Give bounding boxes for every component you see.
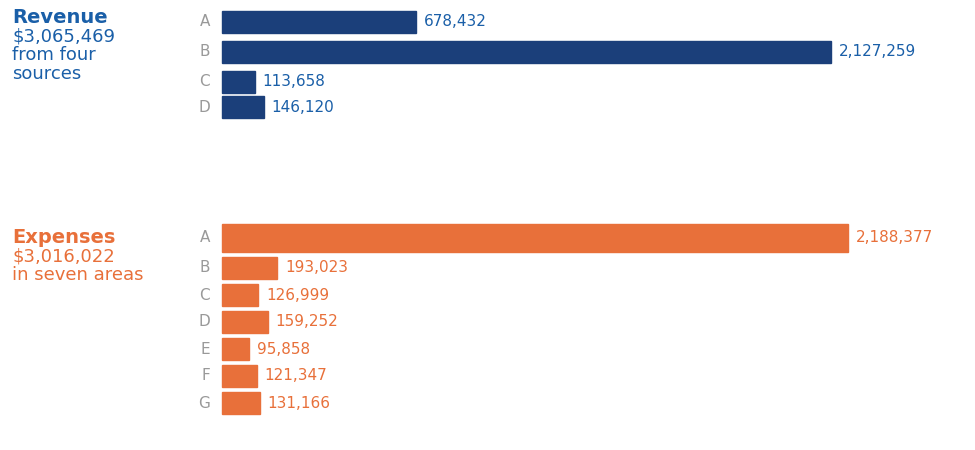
Text: $3,016,022: $3,016,022 [12, 247, 115, 265]
Text: 95,858: 95,858 [257, 342, 311, 356]
Text: A: A [200, 230, 210, 246]
Text: 121,347: 121,347 [265, 369, 328, 383]
Text: C: C [199, 288, 210, 302]
Bar [222, 365, 256, 387]
Bar [222, 338, 250, 360]
Text: sources: sources [12, 65, 81, 83]
Text: B: B [200, 261, 210, 275]
Text: F: F [201, 369, 210, 383]
Bar [222, 11, 416, 33]
Text: B: B [200, 45, 210, 59]
Text: G: G [198, 396, 210, 410]
Bar [222, 257, 277, 279]
Text: Revenue: Revenue [12, 8, 107, 27]
Text: 126,999: 126,999 [266, 288, 330, 302]
Text: in seven areas: in seven areas [12, 266, 143, 284]
Bar [222, 71, 254, 93]
Text: 2,127,259: 2,127,259 [838, 45, 916, 59]
Text: D: D [198, 315, 210, 329]
Text: C: C [199, 75, 210, 90]
Text: 2,188,377: 2,188,377 [856, 230, 933, 246]
Text: E: E [201, 342, 210, 356]
Text: A: A [200, 14, 210, 30]
Bar [222, 41, 831, 63]
Text: 159,252: 159,252 [276, 315, 338, 329]
Text: 146,120: 146,120 [272, 99, 334, 114]
Bar [222, 311, 267, 333]
Text: 193,023: 193,023 [286, 261, 348, 275]
Text: from four: from four [12, 46, 96, 64]
Text: $3,065,469: $3,065,469 [12, 27, 115, 45]
Text: 678,432: 678,432 [424, 14, 487, 30]
Text: Expenses: Expenses [12, 228, 115, 247]
Bar [222, 96, 264, 118]
Bar [222, 392, 259, 414]
Text: 131,166: 131,166 [267, 396, 331, 410]
Text: D: D [198, 99, 210, 114]
Bar [222, 224, 848, 252]
Text: 113,658: 113,658 [262, 75, 326, 90]
Bar [222, 284, 258, 306]
